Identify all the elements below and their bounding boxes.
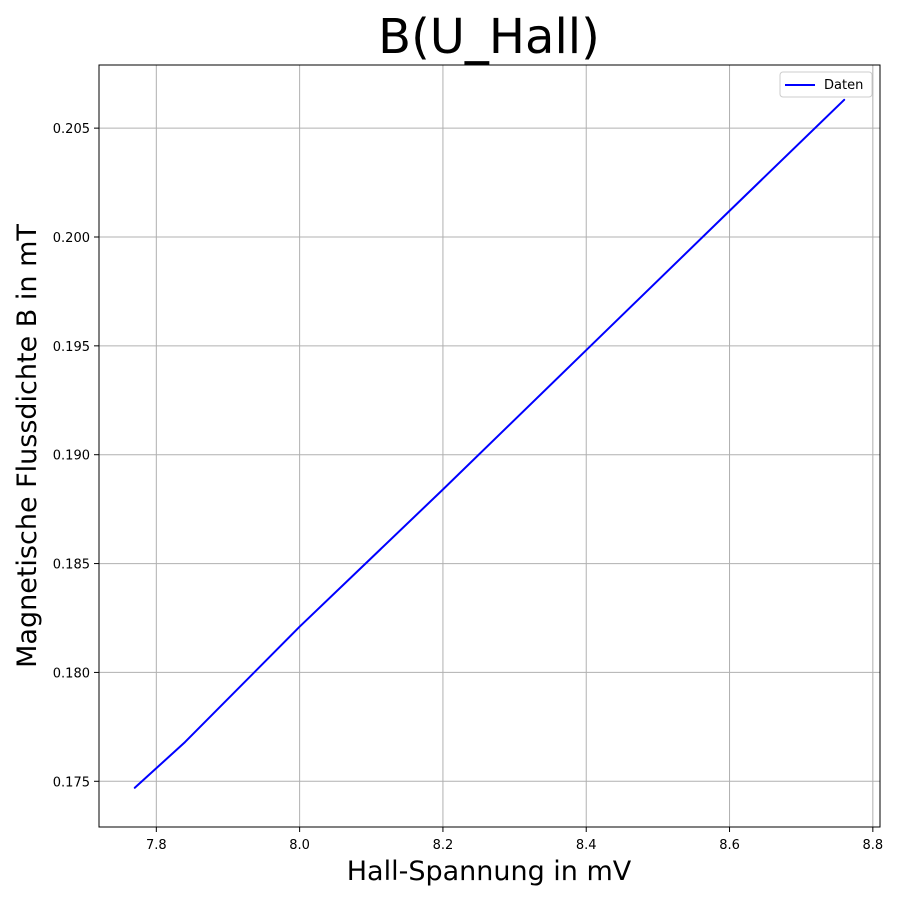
series-line-daten (133, 98, 846, 789)
y-axis-title: Magnetische Flussdichte B in mT (12, 224, 43, 668)
x-tick-label: 8.6 (719, 838, 740, 853)
y-tick-label: 0.180 (53, 666, 90, 681)
chart-title: B(U_Hall) (378, 9, 600, 65)
legend: Daten (779, 71, 873, 98)
x-axis-title: Hall-Spannung in mV (347, 856, 632, 887)
series-layer (133, 98, 846, 789)
legend-box (779, 71, 873, 98)
y-tick-label: 0.185 (53, 558, 90, 573)
x-tick-label: 8.0 (289, 838, 310, 853)
x-axis: 7.8 8.0 8.2 8.4 8.6 8.8 (146, 827, 883, 853)
x-tick-label: 8.2 (433, 838, 454, 853)
legend-label: Daten (824, 78, 863, 93)
y-tick-label: 0.205 (53, 122, 90, 137)
y-tick-label: 0.195 (53, 340, 90, 355)
grid (99, 65, 880, 827)
x-tick-label: 8.8 (862, 838, 883, 853)
y-tick-label: 0.175 (53, 775, 90, 790)
x-tick-label: 8.4 (576, 838, 597, 853)
plot-frame (98, 64, 881, 828)
x-tick-label: 7.8 (146, 838, 167, 853)
y-axis: 0.175 0.180 0.185 0.190 0.195 0.200 0.205 (53, 122, 99, 790)
y-tick-label: 0.200 (53, 231, 90, 246)
y-tick-label: 0.190 (53, 449, 90, 464)
